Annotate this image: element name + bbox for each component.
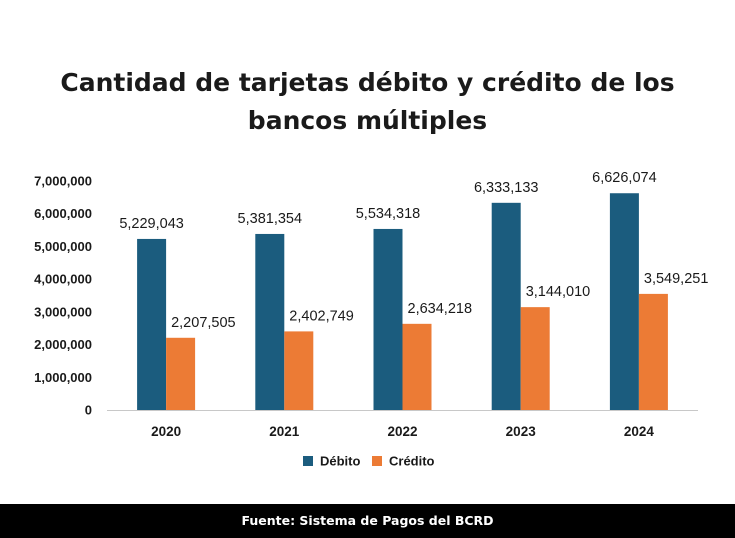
chart-title-line-2: bancos múltiples	[247, 106, 488, 135]
data-label-debito-2024: 6,626,074	[592, 170, 657, 186]
y-tick-label: 3,000,000	[34, 304, 92, 319]
source-text: Fuente: Sistema de Pagos del BCRD	[241, 513, 494, 528]
bar-credito-2023	[520, 307, 550, 410]
x-tick-label-2024: 2024	[624, 424, 655, 439]
data-label-debito-2021: 5,381,354	[238, 211, 303, 227]
data-label-credito-2022: 2,634,218	[408, 301, 473, 317]
y-tick-label: 6,000,000	[34, 206, 92, 221]
legend-swatch-credito	[372, 456, 382, 466]
bar-debito-2020	[137, 238, 167, 410]
bar-debito-2022	[373, 228, 403, 410]
legend-label-debito: Débito	[320, 454, 361, 469]
bar-debito-2021	[255, 233, 285, 410]
x-tick-label-2021: 2021	[269, 424, 300, 439]
y-tick-label: 7,000,000	[34, 174, 92, 189]
chart-title: Cantidad de tarjetas débito y crédito de…	[0, 64, 735, 140]
bar-credito-2024	[638, 293, 668, 410]
data-label-debito-2022: 5,534,318	[356, 206, 421, 222]
legend-swatch-debito	[303, 456, 313, 466]
y-tick-label: 1,000,000	[34, 370, 92, 385]
x-tick-label-2023: 2023	[506, 424, 537, 439]
source-footer: Fuente: Sistema de Pagos del BCRD	[0, 504, 735, 538]
bar-credito-2021	[284, 331, 314, 410]
bar-debito-2024	[609, 193, 639, 410]
y-tick-label: 2,000,000	[34, 337, 92, 352]
y-tick-label: 5,000,000	[34, 239, 92, 254]
x-tick-label-2020: 2020	[151, 424, 181, 439]
legend-label-credito: Crédito	[389, 454, 435, 469]
data-label-debito-2023: 6,333,133	[474, 180, 539, 196]
bar-credito-2022	[402, 323, 432, 410]
y-tick-label: 4,000,000	[34, 272, 92, 287]
y-tick-label: 0	[85, 403, 92, 418]
chart-title-line-1: Cantidad de tarjetas débito y crédito de…	[60, 68, 675, 97]
data-label-credito-2021: 2,402,749	[289, 308, 354, 324]
bar-debito-2023	[491, 202, 521, 410]
x-tick-label-2022: 2022	[387, 424, 417, 439]
data-label-debito-2020: 5,229,043	[119, 216, 184, 232]
data-label-credito-2023: 3,144,010	[526, 284, 591, 300]
bar-chart: 0 1,000,000 2,000,000 3,000,000 4,000,000 5,0…	[34, 170, 709, 469]
bar-credito-2020	[166, 337, 196, 410]
data-label-credito-2024: 3,549,251	[644, 271, 709, 287]
data-label-credito-2020: 2,207,505	[171, 315, 236, 331]
